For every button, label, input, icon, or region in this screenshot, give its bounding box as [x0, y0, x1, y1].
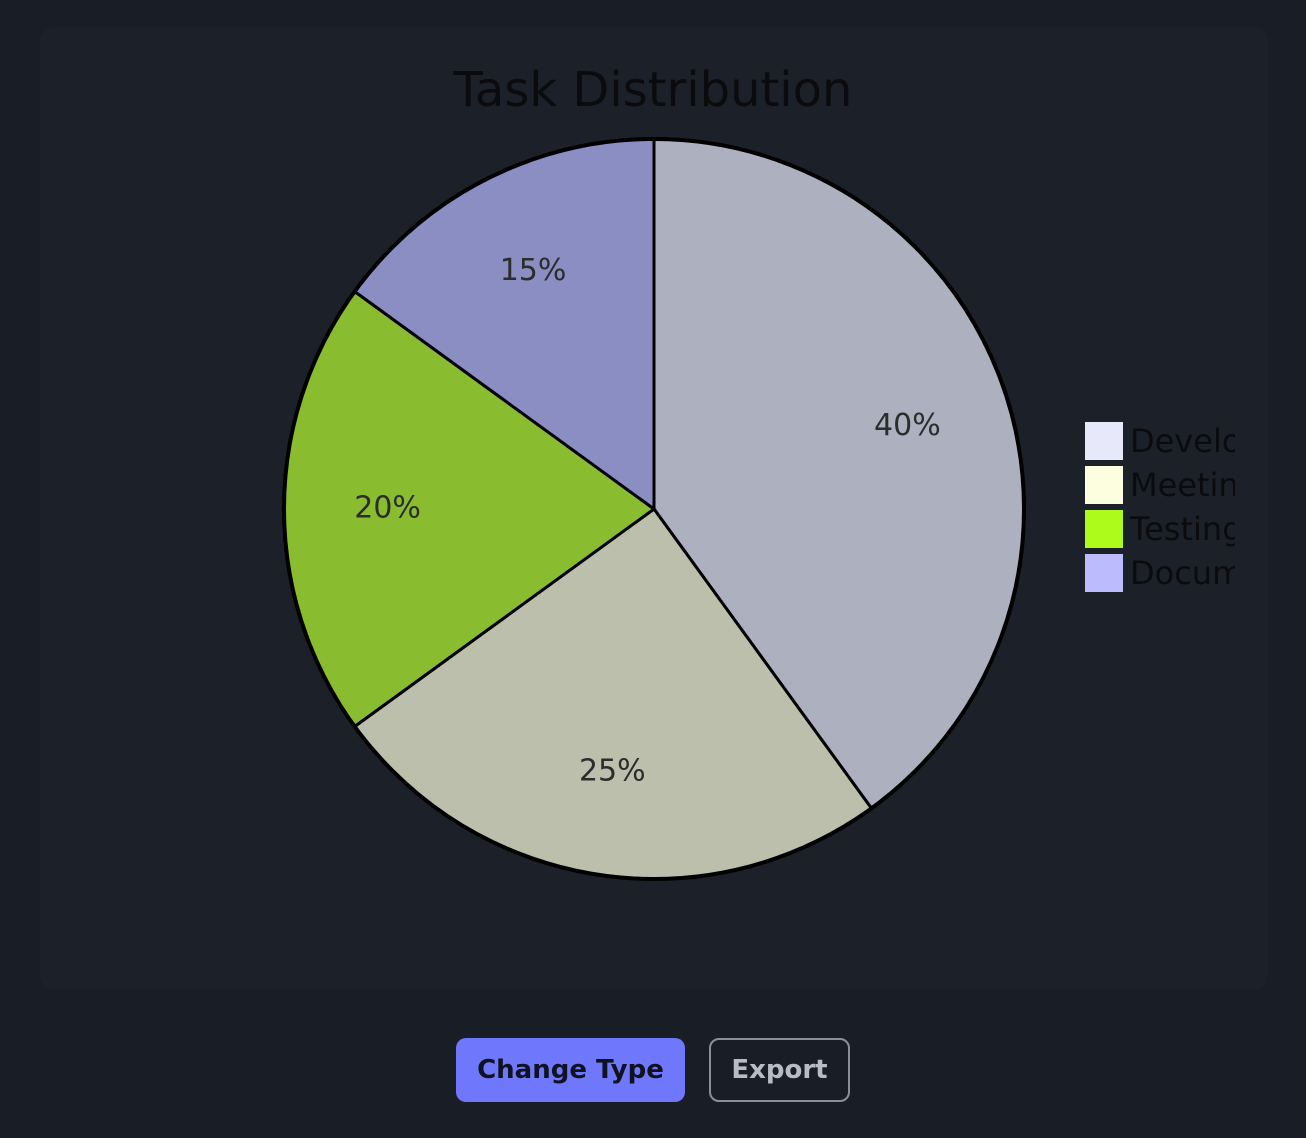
legend-swatch	[1085, 422, 1123, 460]
pie-data-label: 40%	[874, 408, 941, 443]
legend-label: Develo	[1130, 422, 1235, 460]
pie-data-label: 15%	[500, 253, 567, 288]
legend-swatch	[1085, 554, 1123, 592]
legend-item: Meetin	[1085, 463, 1235, 507]
pie-data-label: 25%	[579, 754, 646, 789]
legend-item: Testing	[1085, 507, 1235, 551]
pie-slices	[282, 137, 1026, 881]
legend-label: Testing	[1130, 510, 1235, 548]
chart-toolbar: Change Type Export	[0, 1038, 1306, 1102]
pie-data-labels: 40% 25% 20% 15%	[354, 253, 940, 788]
change-type-button[interactable]: Change Type	[456, 1038, 685, 1102]
legend-label: Meetin	[1130, 466, 1235, 504]
pie-outline	[282, 137, 1026, 881]
legend-item: Docum	[1085, 551, 1235, 595]
pie-data-label: 20%	[354, 491, 421, 526]
chart-legend: Develo Meetin Testing Docum	[1085, 419, 1235, 595]
export-button[interactable]: Export	[709, 1038, 850, 1102]
legend-swatch	[1085, 466, 1123, 504]
legend-item: Develo	[1085, 419, 1235, 463]
legend-label: Docum	[1130, 554, 1235, 592]
legend-swatch	[1085, 510, 1123, 548]
chart-title: Task Distribution	[453, 62, 853, 118]
